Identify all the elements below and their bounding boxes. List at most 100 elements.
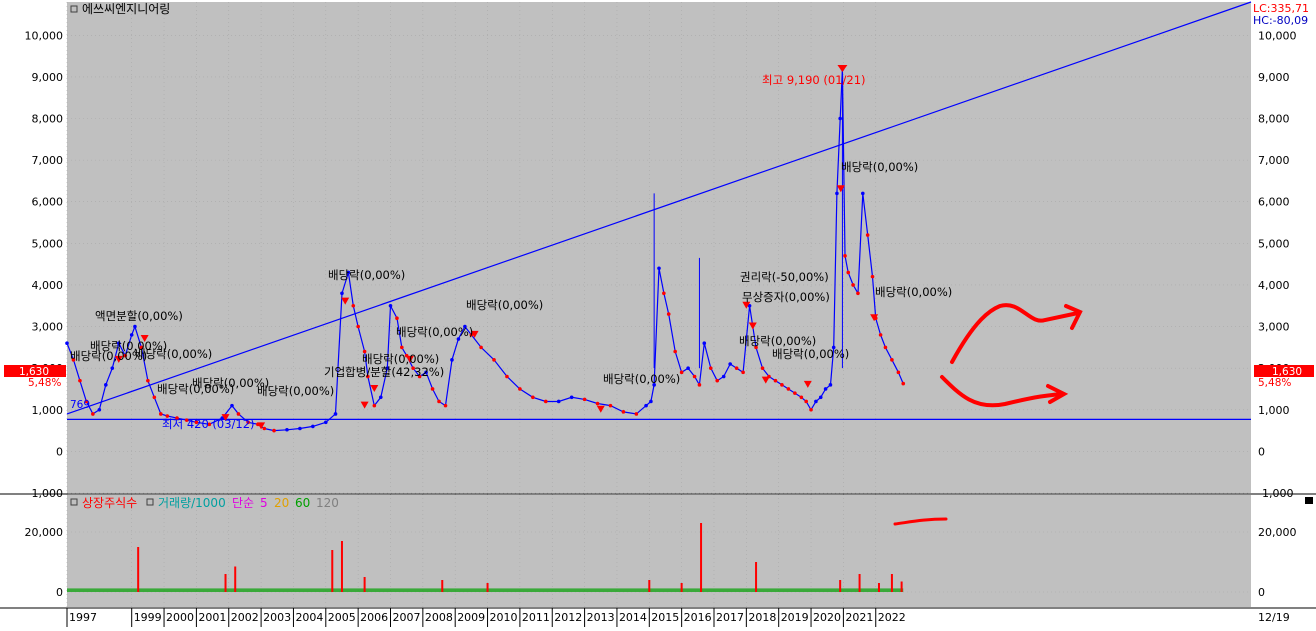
high-marker: [837, 64, 848, 72]
volume-bar: [331, 550, 334, 592]
dividend-marker: [803, 380, 812, 388]
annotation-dividend-2013: 배당락(0,00%): [603, 372, 680, 386]
volume-y-tick-label-right: 0: [1258, 586, 1265, 599]
annotation-dividend-1997: 배당락(0,00%): [70, 349, 147, 363]
price-point: [721, 374, 726, 379]
price-point: [543, 399, 548, 404]
price-point: [865, 233, 870, 237]
price-point: [104, 383, 108, 387]
annotation-low: 최저 420 (03/12): [162, 417, 255, 431]
dividend-marker: [257, 422, 266, 430]
x-axis-tick-label: 2021: [845, 611, 873, 624]
price-point: [220, 416, 225, 420]
x-axis-tick-label: 1999: [134, 611, 162, 624]
price-point: [437, 399, 441, 404]
price-y-tick-label-right: 6,000: [1258, 196, 1290, 209]
price-point: [901, 381, 906, 386]
x-axis-tick-label: 2004: [295, 611, 323, 624]
price-plot-area[interactable]: [67, 2, 1251, 493]
price-point: [194, 420, 199, 425]
volume-y-axis-left: 0 20,000: [25, 526, 64, 599]
price-point: [673, 349, 677, 354]
price-point: [838, 116, 842, 121]
dividend-marker: [870, 314, 879, 322]
price-point: [634, 412, 639, 416]
price-point: [823, 387, 828, 391]
price-point: [129, 333, 134, 337]
price-y-tick-label: 5,000: [32, 237, 64, 250]
legend-ma20: 20: [274, 496, 289, 510]
price-point: [385, 366, 390, 370]
volume-bar: [839, 580, 842, 592]
trendline-upper[interactable]: [66, 1, 1252, 415]
hand-drawn-down-arrowhead: [1046, 384, 1069, 404]
price-point: [262, 426, 267, 431]
volume-bar: [680, 583, 683, 592]
price-point: [246, 420, 250, 425]
volume-bar: [700, 523, 703, 592]
volume-bar: [340, 541, 343, 592]
hand-drawn-up-arrow: [950, 303, 1080, 364]
volume-y-tick-label: 0: [56, 586, 63, 599]
volume-bar: [486, 583, 489, 592]
dividend-marker: [221, 414, 230, 422]
volume-panel-checkbox-icon[interactable]: [70, 498, 78, 506]
price-point: [78, 378, 82, 383]
price-point: [890, 358, 894, 362]
price-y-tick-label-right: 4,000: [1258, 279, 1290, 292]
hand-drawn-up-arrowhead: [1064, 304, 1083, 330]
price-point: [333, 412, 338, 416]
price-point: [662, 291, 666, 296]
price-point: [531, 395, 535, 400]
x-axis-tick-label: 2018: [748, 611, 776, 624]
price-panel-checkbox-icon[interactable]: [70, 5, 78, 13]
volume-plot-area[interactable]: [67, 495, 1251, 607]
price-point: [430, 387, 435, 391]
price-point: [608, 403, 613, 408]
annotation-high: 최고 9,190 (01/21): [762, 73, 866, 87]
annotation-dividend-2005: 배당락(0,00%): [328, 268, 405, 282]
price-point: [692, 374, 697, 379]
x-axis-tick-label: 2015: [651, 611, 679, 624]
price-point: [236, 412, 241, 416]
price-point: [793, 391, 797, 395]
price-point: [400, 345, 404, 350]
price-y-tick-label-right: 5,000: [1258, 237, 1290, 250]
annotation-dividend-2003: 배당락(0,00%): [257, 384, 334, 398]
panel-close-icon[interactable]: [1305, 497, 1313, 504]
x-axis-end-label: 12/19: [1258, 611, 1290, 624]
price-point: [773, 378, 778, 383]
volume-bar: [224, 574, 227, 592]
price-point: [835, 191, 839, 196]
annotation-split: 액면분할(0,00%): [95, 309, 183, 323]
price-y-tick-label-right: 10,000: [1258, 29, 1297, 42]
price-point: [760, 366, 765, 370]
price-gridlines: [66, 2, 1251, 607]
volume-bar: [900, 581, 903, 592]
price-point: [159, 412, 163, 416]
dividend-marker: [596, 405, 605, 413]
price-point: [809, 407, 813, 412]
price-point: [362, 349, 367, 354]
price-point: [870, 274, 875, 279]
price-point: [708, 366, 713, 370]
price-y-tick-label: 10,000: [25, 29, 64, 42]
volume-bars: [67, 523, 904, 592]
price-point: [84, 399, 89, 404]
annotation-dividend-2007: 배당락(0,00%): [396, 325, 473, 339]
price-point: [878, 333, 883, 337]
x-axis-tick-label: 2010: [490, 611, 518, 624]
price-point: [556, 399, 561, 404]
price-point: [272, 428, 276, 433]
x-axis-tick-label: 2017: [716, 611, 744, 624]
price-point: [649, 399, 653, 404]
price-point: [896, 370, 901, 375]
price-point: [799, 395, 804, 400]
price-point: [123, 353, 128, 358]
price-y-tick-label-right: 8,000: [1258, 113, 1290, 126]
volume-legend-checkbox-icon[interactable]: [146, 498, 154, 506]
x-axis-tick-label: 2009: [457, 611, 485, 624]
volume-bar: [363, 577, 366, 592]
